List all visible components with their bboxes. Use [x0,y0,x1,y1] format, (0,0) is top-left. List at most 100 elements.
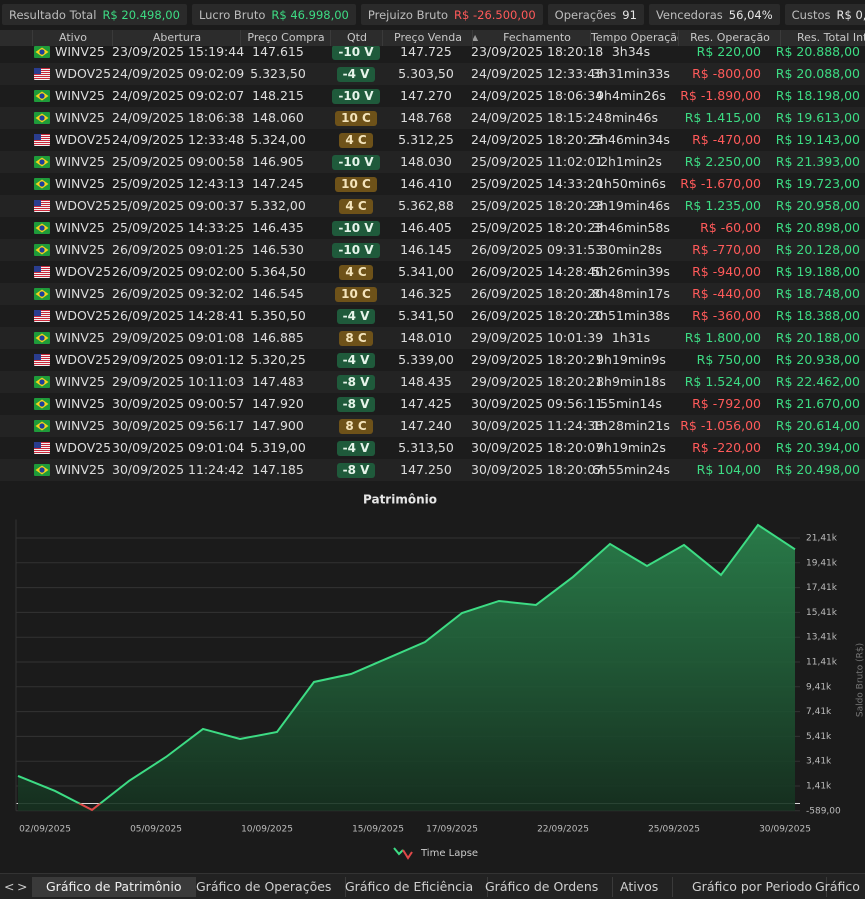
buy-price-cell: 146.885 [238,327,318,349]
duration-cell: 3h31min33s [586,63,676,85]
flag-icon [34,200,50,212]
sell-price-cell: 5.303,50 [386,63,466,85]
open-time-cell: 30/09/2025 09:01:04 [112,437,244,459]
flag-icon [34,420,50,432]
tab[interactable]: Gráfico de Patrimônio [32,877,196,897]
column-header: Ativo [32,30,113,46]
qty-cell: -4 V [330,437,382,459]
flag-part [34,452,50,453]
flag-part [39,93,44,98]
duration-cell: 55min14s [586,393,676,415]
summary-value: R$ 20.498,00 [102,8,180,22]
flag-part [34,208,50,209]
qty-cell: -4 V [330,349,382,371]
summary-value: R$ 0,00 [837,8,865,22]
buy-price-cell: 146.905 [238,151,318,173]
qty-cell: -4 V [330,63,382,85]
tab-next[interactable]: > [17,877,27,897]
flag-part [39,467,44,472]
y-tick-label: 19,41k [806,558,838,568]
qty-cell: 8 C [330,327,382,349]
result-cell: R$ -1.890,00 [680,85,761,107]
result-cell: R$ -360,00 [692,305,761,327]
x-tick-label: 25/09/2025 [648,825,700,835]
flag-part [34,200,41,206]
buy-price-cell: 147.920 [238,393,318,415]
column-header: Res. Total Interva [780,30,865,46]
qty-badge: -10 V [332,45,379,60]
qty-cell: 10 C [330,107,382,129]
flag-icon [34,354,50,366]
tab[interactable]: Ativos [606,877,673,897]
y-tick-label: -589,00 [806,806,841,816]
close-time-cell: 30/09/2025 09:56:11 [471,393,603,415]
tab[interactable]: Gráfico de Operações [182,877,346,897]
qty-cell: -10 V [330,151,382,173]
open-time-cell: 24/09/2025 12:33:48 [112,129,244,151]
open-time-cell: 30/09/2025 09:00:57 [112,393,244,415]
sell-price-cell: 147.270 [386,85,466,107]
tab[interactable]: Gráfico de Ordens [471,877,613,897]
qty-cell: 4 C [330,261,382,283]
legend-label: Time Lapse [420,848,478,859]
result-cell: R$ -800,00 [692,63,761,85]
x-tick-label: 30/09/2025 [759,825,811,835]
qty-badge: -10 V [332,221,379,236]
result-cell: R$ -792,00 [692,393,761,415]
qty-badge: 10 C [335,287,377,302]
sell-price-cell: 147.250 [386,459,466,481]
flag-icon [34,266,50,278]
flag-part [34,442,41,448]
buy-price-cell: 5.350,50 [238,305,318,327]
column-header: Fechamento [472,30,601,46]
flag-icon [34,112,50,124]
tab-prev[interactable]: < [4,877,14,897]
qty-badge: 4 C [339,265,372,280]
flag-part [34,310,41,316]
result-cell: R$ 1.800,00 [685,327,761,349]
summary-label: Prejuizo Bruto [368,8,448,22]
column-header: Qtd [330,30,383,46]
duration-cell: 9h19min9s [586,349,676,371]
flag-part [34,362,50,363]
x-tick-label: 10/09/2025 [241,825,293,835]
qty-badge: 8 C [339,331,372,346]
close-time-cell: 24/09/2025 18:06:34 [471,85,603,107]
summary-label: Resultado Total [9,8,96,22]
buy-price-cell: 5.319,00 [238,437,318,459]
qty-cell: 10 C [330,173,382,195]
duration-cell: 30min28s [586,239,676,261]
qty-badge: 8 C [339,419,372,434]
tab[interactable]: Gráfico [801,877,865,897]
total-result-cell: R$ 19.188,00 [776,261,860,283]
buy-price-cell: 5.364,50 [238,261,318,283]
open-time-cell: 29/09/2025 10:11:03 [112,371,244,393]
summary-value: R$ 46.998,00 [271,8,349,22]
result-cell: R$ 1.415,00 [685,107,761,129]
sell-price-cell: 148.768 [386,107,466,129]
close-time-cell: 29/09/2025 18:20:21 [471,371,603,393]
total-result-cell: R$ 20.898,00 [776,217,860,239]
flag-part [39,115,44,120]
qty-badge: -10 V [332,89,379,104]
tab[interactable]: Gráfico de Eficiência [331,877,488,897]
qty-badge: 10 C [335,111,377,126]
flag-part [39,335,44,340]
summary-label: Vencedoras [656,8,723,22]
total-result-cell: R$ 18.198,00 [776,85,860,107]
qty-cell: 10 C [330,283,382,305]
flag-part [34,276,50,277]
total-result-cell: R$ 18.388,00 [776,305,860,327]
duration-cell: 5h26min39s [586,261,676,283]
flag-icon [34,398,50,410]
asset-cell: WDOV25 [55,129,111,151]
summary-label: Operações [555,8,617,22]
flag-icon [34,90,50,102]
